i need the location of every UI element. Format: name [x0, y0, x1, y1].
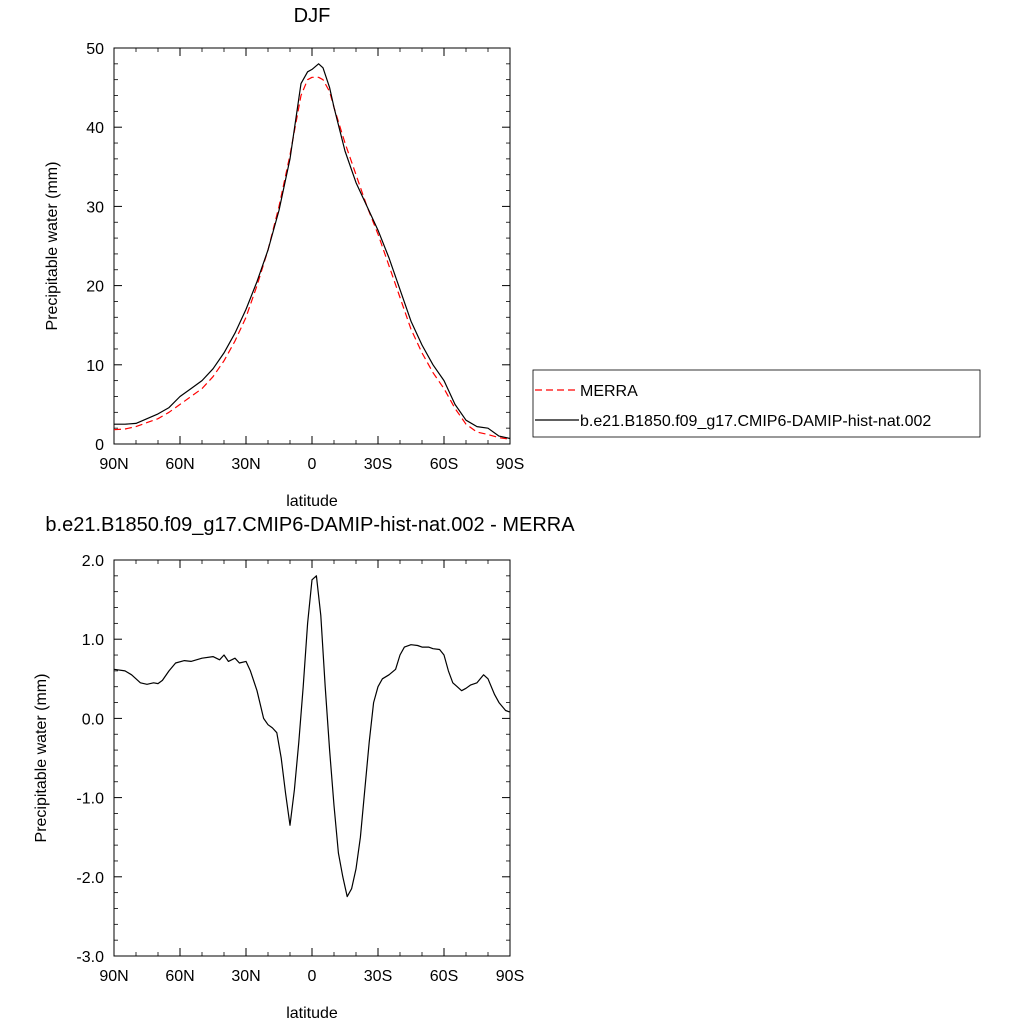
tick-labels: 90N 60N 30N 0 30S 60S 90S -3.0 -2.0 -1.0 0.0 1.0 2.0 — [76, 553, 524, 985]
axis-ticks — [113, 559, 511, 957]
y-axis-label: Precipitable water (mm) — [33, 674, 50, 843]
series-lines — [113, 575, 511, 898]
x-tick-label: 90S — [496, 456, 524, 473]
chart-difference: b.e21.B1850.f09_g17.CMIP6-DAMIP-hist-nat… — [33, 514, 575, 1022]
y-tick-label: 10 — [86, 358, 104, 375]
y-tick-label: 2.0 — [82, 553, 104, 570]
x-tick-label: 60S — [430, 456, 458, 473]
plot-frame — [113, 559, 511, 957]
y-tick-label: 1.0 — [82, 632, 104, 649]
plot-frame — [113, 47, 511, 445]
legend-box — [532, 369, 981, 438]
y-tick-label: 50 — [86, 41, 104, 58]
x-tick-label: 0 — [308, 968, 317, 985]
y-tick-label: 30 — [86, 199, 104, 216]
x-tick-label: 90S — [496, 968, 524, 985]
x-tick-label: 30S — [364, 456, 392, 473]
x-axis-label: latitude — [286, 493, 338, 510]
x-tick-label: 90N — [99, 456, 128, 473]
y-tick-label: 40 — [86, 120, 104, 137]
difference-line — [113, 575, 511, 898]
y-tick-label: 0 — [95, 437, 104, 454]
x-axis-label: latitude — [286, 1005, 338, 1022]
y-tick-label: 20 — [86, 279, 104, 296]
x-tick-label: 60N — [165, 968, 194, 985]
x-tick-label: 60S — [430, 968, 458, 985]
y-axis-label: Precipitable water (mm) — [44, 162, 61, 331]
legend: MERRA b.e21.B1850.f09_g17.CMIP6-DAMIP-hi… — [532, 369, 981, 438]
tick-labels: 90N 60N 30N 0 30S 60S 90S 0 10 20 30 40 50 — [86, 41, 524, 473]
legend-label-merra: MERRA — [580, 383, 638, 400]
series-line-model — [114, 63, 511, 440]
x-tick-label: 30N — [231, 968, 260, 985]
y-tick-label: -3.0 — [76, 949, 104, 966]
x-tick-label: 0 — [308, 456, 317, 473]
series-line-merra — [113, 76, 511, 440]
x-tick-label: 90N — [99, 968, 128, 985]
legend-label-model: b.e21.B1850.f09_g17.CMIP6-DAMIP-hist-nat… — [580, 413, 931, 430]
x-tick-label: 30S — [364, 968, 392, 985]
y-tick-label: -1.0 — [76, 791, 104, 808]
chart-title: DJF — [294, 5, 331, 27]
chart-djf-mean: DJF 90N 60N 30N 0 30S 60S 90S 0 10 20 30 40 50 latit… — [44, 5, 524, 510]
x-tick-label: 30N — [231, 456, 260, 473]
y-tick-label: 0.0 — [82, 711, 104, 728]
axis-ticks — [113, 47, 511, 445]
x-tick-label: 60N — [165, 456, 194, 473]
y-tick-label: -2.0 — [76, 870, 104, 887]
series-lines — [113, 63, 511, 440]
chart-title: b.e21.B1850.f09_g17.CMIP6-DAMIP-hist-nat… — [45, 514, 575, 536]
